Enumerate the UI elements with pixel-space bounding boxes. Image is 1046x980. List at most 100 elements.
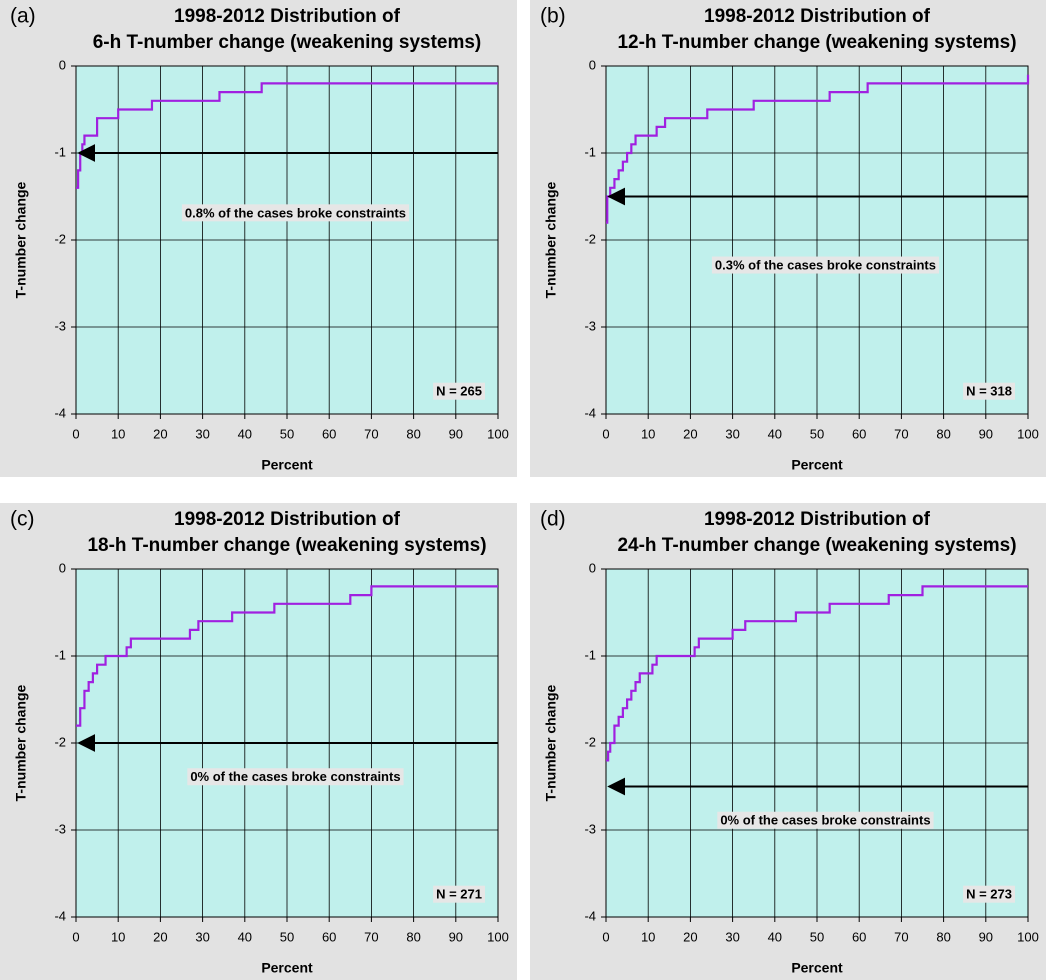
annotation: 0% of the cases broke constraints: [720, 813, 930, 828]
y-tick-label: -2: [584, 734, 596, 749]
panel: (a) 1998-2012 Distribution of 6-h T-number…: [0, 0, 517, 477]
x-tick-label: 100: [487, 426, 509, 441]
x-tick-label: 80: [936, 929, 950, 944]
n-label: N = 318: [966, 384, 1012, 399]
y-tick-label: -2: [584, 231, 596, 246]
plot-frame: [75, 65, 499, 415]
x-tick-label: 70: [364, 929, 378, 944]
x-tick-label: 30: [725, 426, 739, 441]
x-tick-label: 70: [894, 426, 908, 441]
n-label-background: [963, 382, 1015, 400]
y-tick-label: -3: [54, 318, 66, 333]
n-label-background: [963, 885, 1015, 903]
x-tick-label: 70: [364, 426, 378, 441]
chart-title: 18-h T-number change (weakening systems): [87, 535, 486, 556]
plot-frame: [605, 568, 1029, 918]
x-tick-label: 80: [936, 426, 950, 441]
y-axis-label: T-number change: [543, 181, 559, 298]
annotation-background: [181, 204, 409, 222]
x-axis-label: Percent: [261, 960, 313, 976]
annotation: 0.8% of the cases broke constraints: [185, 205, 406, 220]
x-tick-label: 0: [602, 426, 609, 441]
chart-title: 12-h T-number change (weakening systems): [617, 32, 1016, 53]
x-tick-label: 0: [602, 929, 609, 944]
x-tick-label: 100: [1017, 929, 1039, 944]
y-tick-label: -2: [54, 734, 66, 749]
x-tick-label: 10: [111, 426, 125, 441]
chart-title: 1998-2012 Distribution of: [704, 6, 931, 27]
panel-label: (b): [540, 5, 566, 28]
chart-title: 6-h T-number change (weakening systems): [93, 32, 482, 53]
x-tick-label: 40: [238, 929, 252, 944]
n-label: N = 273: [966, 887, 1012, 902]
n-label-background: [433, 382, 485, 400]
x-tick-label: 20: [683, 929, 697, 944]
x-tick-label: 10: [111, 929, 125, 944]
y-tick-label: 0: [589, 560, 596, 575]
y-tick-label: -1: [584, 647, 596, 662]
panel-label: (a): [10, 5, 36, 28]
chart-title: 1998-2012 Distribution of: [174, 6, 401, 27]
annotation-background: [711, 256, 939, 274]
annotation: 0% of the cases broke constraints: [190, 769, 400, 784]
panel: (d) 1998-2012 Distribution of 24-h T-numbe…: [530, 503, 1046, 980]
y-axis-label: T-number change: [13, 684, 29, 801]
panel: (b) 1998-2012 Distribution of 12-h T-numbe…: [530, 0, 1046, 477]
x-tick-label: 50: [810, 929, 824, 944]
x-axis-label: Percent: [261, 457, 313, 473]
x-tick-label: 60: [852, 426, 866, 441]
x-tick-label: 70: [894, 929, 908, 944]
x-tick-label: 40: [768, 929, 782, 944]
y-tick-label: -1: [54, 144, 66, 159]
x-tick-label: 100: [487, 929, 509, 944]
y-tick-label: -1: [54, 647, 66, 662]
y-tick-label: -2: [54, 231, 66, 246]
x-axis-label: Percent: [791, 960, 843, 976]
chart-title: 1998-2012 Distribution of: [704, 509, 931, 530]
y-axis-label: T-number change: [13, 181, 29, 298]
annotation: 0.3% of the cases broke constraints: [715, 258, 936, 273]
x-tick-label: 60: [322, 929, 336, 944]
chart-title: 1998-2012 Distribution of: [174, 509, 401, 530]
y-tick-label: -4: [54, 908, 66, 923]
annotation-background: [187, 768, 404, 786]
y-tick-label: -4: [54, 405, 66, 420]
x-tick-label: 60: [322, 426, 336, 441]
x-tick-label: 10: [641, 929, 655, 944]
panel-label: (d): [540, 508, 566, 531]
y-tick-label: 0: [59, 560, 66, 575]
x-tick-label: 30: [195, 929, 209, 944]
x-tick-label: 40: [238, 426, 252, 441]
y-tick-label: -1: [584, 144, 596, 159]
n-label-background: [433, 885, 485, 903]
x-tick-label: 50: [280, 929, 294, 944]
plot-frame: [605, 65, 1029, 415]
x-tick-label: 20: [153, 426, 167, 441]
panel-label: (c): [10, 508, 35, 531]
y-tick-label: -4: [584, 908, 596, 923]
x-tick-label: 90: [449, 929, 463, 944]
x-tick-label: 60: [852, 929, 866, 944]
x-tick-label: 80: [406, 426, 420, 441]
x-tick-label: 90: [979, 929, 993, 944]
data-line: [76, 585, 498, 727]
x-tick-label: 20: [683, 426, 697, 441]
data-line: [606, 585, 1028, 762]
x-tick-label: 20: [153, 929, 167, 944]
x-tick-label: 0: [72, 426, 79, 441]
x-tick-label: 50: [280, 426, 294, 441]
chart-title: 24-h T-number change (weakening systems): [617, 535, 1016, 556]
n-label: N = 265: [436, 384, 482, 399]
x-tick-label: 90: [449, 426, 463, 441]
y-tick-label: -3: [54, 821, 66, 836]
y-tick-label: 0: [589, 57, 596, 72]
x-tick-label: 90: [979, 426, 993, 441]
x-tick-label: 10: [641, 426, 655, 441]
data-line: [76, 82, 498, 189]
x-axis-label: Percent: [791, 457, 843, 473]
y-tick-label: -3: [584, 821, 596, 836]
n-label: N = 271: [436, 887, 482, 902]
y-tick-label: -3: [584, 318, 596, 333]
x-tick-label: 50: [810, 426, 824, 441]
